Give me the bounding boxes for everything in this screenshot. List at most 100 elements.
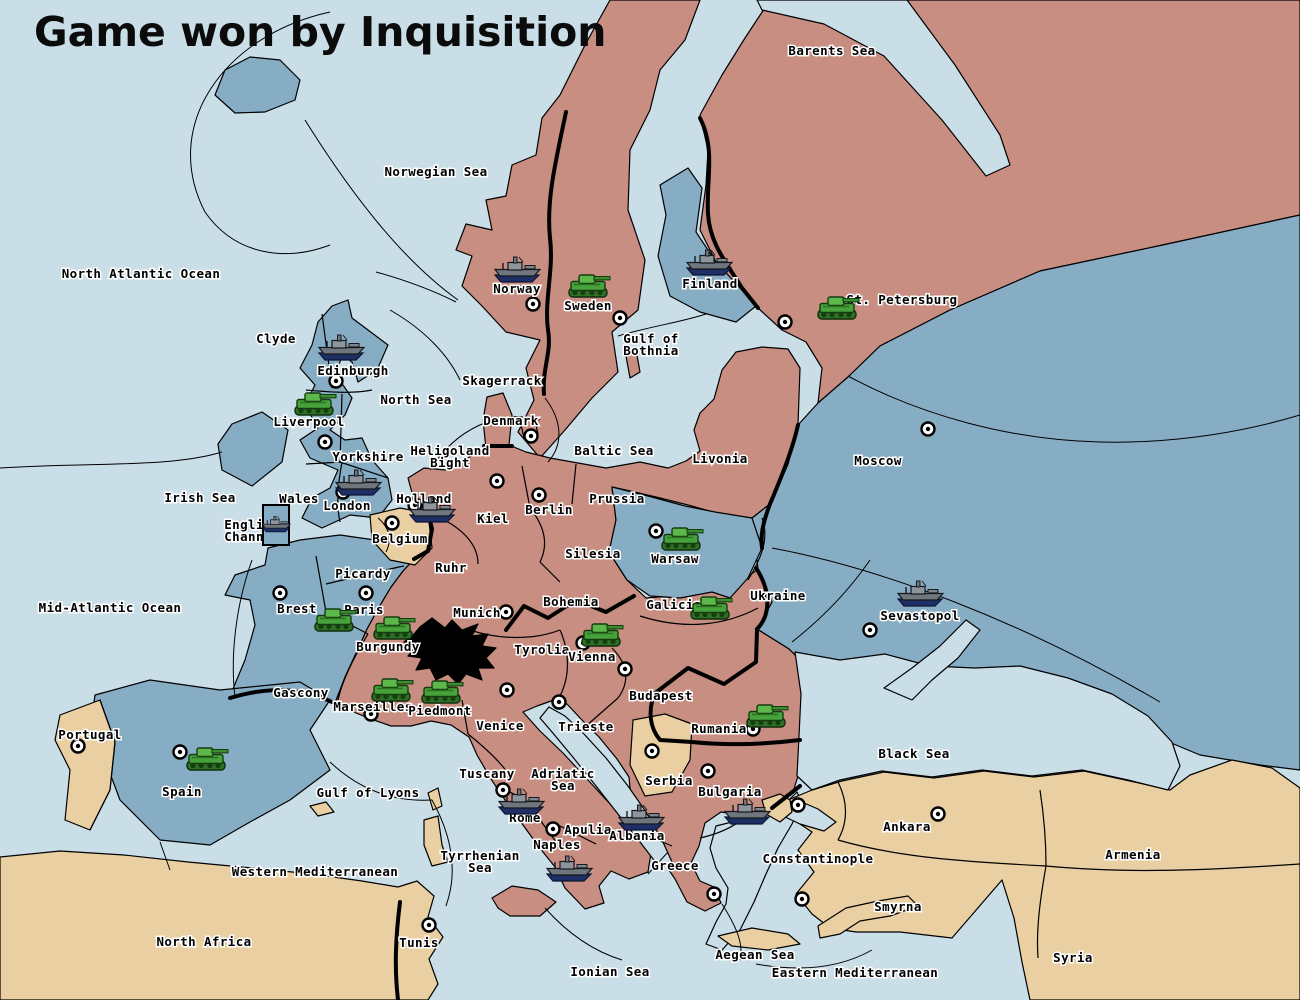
sea-label-gulf-of-lyons: Gulf of Lyons: [316, 785, 419, 800]
province-label-silesia: Silesia: [565, 546, 620, 561]
province-label-sevastopol: Sevastopol: [880, 608, 959, 623]
supply-center-constantinople: [790, 797, 806, 813]
province-label-livonia: Livonia: [692, 451, 747, 466]
region-central-europe: [334, 346, 812, 912]
sea-label-western-mediterranean: Western Mediterranean: [232, 864, 398, 879]
province-label-portugal: Portugal: [58, 727, 121, 742]
sea-label-gulf-of-bothnia: Gulf of Bothnia: [623, 331, 678, 358]
map-labels-layer: Barents Sea Norwegian Sea North Atlantic O…: [37, 42, 1162, 982]
sea-label-skagerrack: Skagerrack: [462, 373, 541, 388]
sea-label-heligoland-bight: Heligoland Bight: [410, 443, 489, 470]
province-label-denmark: Denmark: [483, 413, 539, 428]
sea-label-ionian-sea: Ionian Sea: [570, 964, 649, 979]
supply-center-sevastopol: [862, 622, 878, 638]
province-label-vienna: Vienna: [568, 649, 616, 664]
supply-center-smyrna: [794, 891, 810, 907]
province-label-bohemia: Bohemia: [543, 594, 598, 609]
province-label-ruhr: Ruhr: [435, 560, 467, 575]
province-label-tunis: Tunis: [399, 935, 439, 950]
island-cyprus: [817, 895, 919, 939]
sea-label-mid-atlantic-ocean: Mid-Atlantic Ocean: [39, 600, 182, 615]
supply-center-edinburgh: [328, 373, 344, 389]
island-balearic: [309, 801, 335, 817]
supply-center-moscow: [920, 421, 936, 437]
sea-label-adriatic-sea: Adriatic Sea: [531, 766, 594, 793]
unit-fleet-english-channel[interactable]: [261, 504, 291, 546]
province-label-clyde: Clyde: [256, 331, 296, 346]
province-label-apulia: Apulia: [564, 822, 612, 837]
province-label-ukraine: Ukraine: [750, 588, 806, 603]
national-borders-thick: [228, 110, 802, 1000]
province-label-wales: Wales: [279, 491, 319, 506]
province-label-st-petersburg: St. Petersburg: [847, 292, 958, 307]
province-label-tyrolia: Tyrolia: [514, 642, 569, 657]
province-label-edinburgh: Edinburgh: [317, 363, 388, 378]
region-serbia: [629, 713, 693, 797]
supply-center-portugal: [70, 738, 86, 754]
province-label-brest: Brest: [277, 601, 317, 616]
supply-center-venice: [499, 682, 515, 698]
supply-center-bulgaria: [700, 763, 716, 779]
province-label-galicia: Galicia: [646, 597, 701, 612]
supply-center-serbia: [644, 743, 660, 759]
supply-center-belgium: [384, 515, 400, 531]
province-label-gascony: Gascony: [273, 685, 329, 700]
sea-label-north-atlantic-ocean: North Atlantic Ocean: [62, 266, 221, 281]
island-gotland: [625, 349, 641, 379]
province-label-constantinople: Constantinople: [763, 851, 874, 866]
province-label-smyrna: Smyrna: [874, 899, 922, 914]
units-layer: [186, 249, 944, 882]
province-label-budapest: Budapest: [629, 688, 692, 703]
supply-center-munich: [498, 604, 514, 620]
sea-label-irish-sea: Irish Sea: [164, 490, 235, 505]
province-label-trieste: Trieste: [558, 719, 614, 734]
province-label-piedmont: Piedmont: [408, 703, 471, 718]
supply-center-trieste: [551, 694, 567, 710]
sea-azov: [883, 619, 981, 701]
province-label-tuscany: Tuscany: [459, 766, 515, 781]
island-corsica: [427, 787, 443, 811]
sea-zone-boundaries: [0, 11, 1300, 969]
supply-center-spain: [172, 744, 188, 760]
province-label-armenia: Armenia: [1105, 847, 1160, 862]
province-label-liverpool: Liverpool: [273, 414, 344, 429]
province-label-paris: Paris: [344, 602, 384, 617]
province-label-venice: Venice: [476, 718, 524, 733]
island-crete: [717, 927, 801, 951]
supply-center-sweden: [612, 310, 628, 326]
supply-center-greece: [706, 886, 722, 902]
province-label-naples: Naples: [533, 837, 581, 852]
island-sardinia: [423, 815, 449, 867]
region-iceland: [214, 56, 301, 114]
sea-label-norwegian-sea: Norwegian Sea: [384, 164, 487, 179]
province-label-berlin: Berlin: [525, 502, 573, 517]
supply-center-paris: [358, 585, 374, 601]
province-label-greece: Greece: [651, 858, 699, 873]
region-ireland: [217, 411, 289, 487]
supply-center-st-petersburg: [777, 314, 793, 330]
supply-center-warsaw: [648, 523, 664, 539]
sea-white-sea: [756, 0, 1011, 177]
sea-label-barents-sea: Barents Sea: [788, 43, 875, 58]
province-label-ankara: Ankara: [883, 819, 931, 834]
province-label-syria: Syria: [1053, 950, 1093, 965]
sea-label-baltic-sea: Baltic Sea: [574, 443, 653, 458]
supply-center-budapest: [617, 661, 633, 677]
sea-label-black-sea: Black Sea: [878, 746, 949, 761]
province-label-prussia: Prussia: [589, 491, 644, 506]
region-switzerland-impassable: [403, 617, 497, 685]
supply-center-ankara: [930, 806, 946, 822]
supply-center-kiel: [489, 473, 505, 489]
supply-center-norway: [525, 296, 541, 312]
province-label-london: London: [323, 498, 371, 513]
island-sicily: [491, 885, 557, 917]
supply-center-liverpool: [317, 434, 333, 450]
province-label-warsaw: Warsaw: [651, 551, 699, 566]
supply-center-brest: [272, 585, 288, 601]
sea-label-tyrrhenian-sea: Tyrrhenian Sea: [440, 848, 519, 875]
province-label-sweden: Sweden: [564, 298, 612, 313]
province-label-munich: Munich: [453, 605, 501, 620]
province-label-kiel: Kiel: [477, 511, 509, 526]
